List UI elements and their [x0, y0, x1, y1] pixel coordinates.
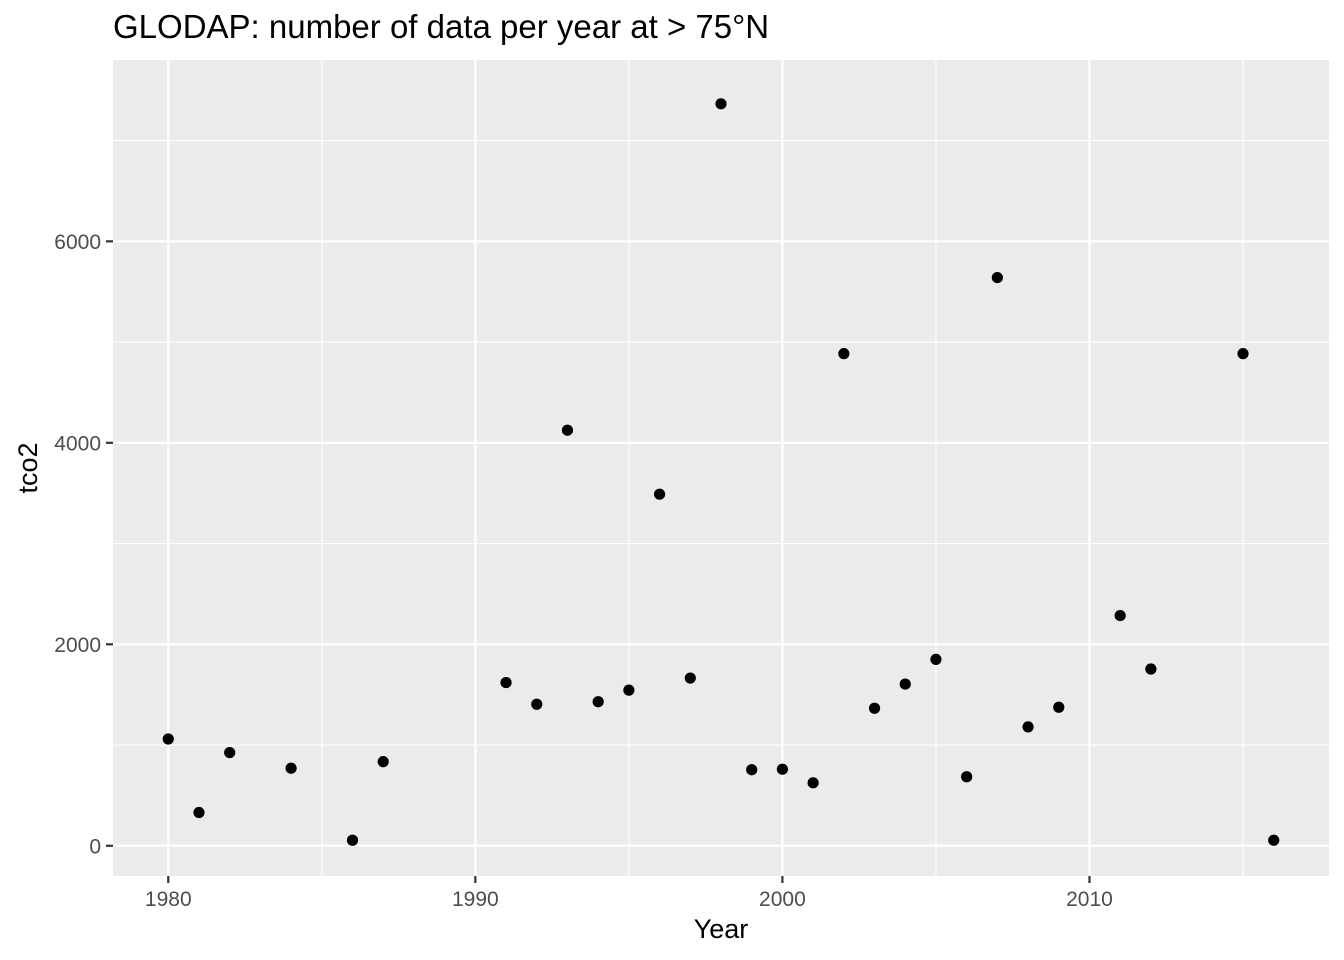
chart-title: GLODAP: number of data per year at > 75°…	[113, 8, 769, 45]
data-point	[592, 696, 604, 708]
minor-gridlines	[113, 60, 1329, 876]
data-point	[346, 834, 359, 846]
x-tick-label: 2010	[1066, 888, 1113, 911]
data-point	[746, 764, 758, 776]
data-point	[838, 348, 850, 360]
y-tick-label: 4000	[54, 432, 101, 455]
x-axis: 1980 1990 2000 2010	[145, 876, 1113, 911]
data-point	[224, 746, 236, 759]
data-point	[377, 756, 389, 768]
data-point	[715, 98, 727, 110]
data-point	[561, 424, 574, 436]
plot-panel	[113, 60, 1329, 876]
data-point	[1268, 834, 1280, 846]
y-tick-label: 6000	[54, 231, 101, 254]
y-tick-label: 2000	[54, 634, 101, 657]
x-tick-label: 1980	[145, 888, 192, 911]
data-point	[623, 684, 635, 696]
y-axis: 0 2000 4000 6000	[54, 231, 113, 858]
data-point	[1053, 701, 1065, 713]
data-points	[162, 98, 1280, 846]
data-point	[531, 698, 543, 710]
data-point	[1022, 721, 1034, 733]
x-axis-title: Year	[694, 914, 749, 944]
data-point	[653, 488, 666, 500]
data-point	[162, 733, 174, 745]
data-point	[807, 777, 819, 789]
x-tick-label: 1990	[452, 888, 499, 911]
data-point	[285, 762, 297, 774]
data-point	[776, 763, 789, 775]
data-point	[1145, 663, 1157, 675]
x-tick-label: 2000	[759, 888, 806, 911]
data-point	[684, 672, 696, 684]
data-point	[1237, 348, 1249, 360]
data-point	[868, 702, 881, 714]
data-point	[899, 678, 911, 690]
data-point	[961, 771, 973, 783]
y-tick-label: 0	[89, 835, 101, 858]
y-axis-title: tco2	[13, 442, 43, 493]
data-point	[1114, 609, 1126, 622]
data-point	[930, 653, 942, 666]
data-point	[500, 676, 512, 689]
data-point	[193, 806, 205, 819]
major-gridlines	[113, 60, 1329, 876]
data-point	[991, 272, 1003, 284]
